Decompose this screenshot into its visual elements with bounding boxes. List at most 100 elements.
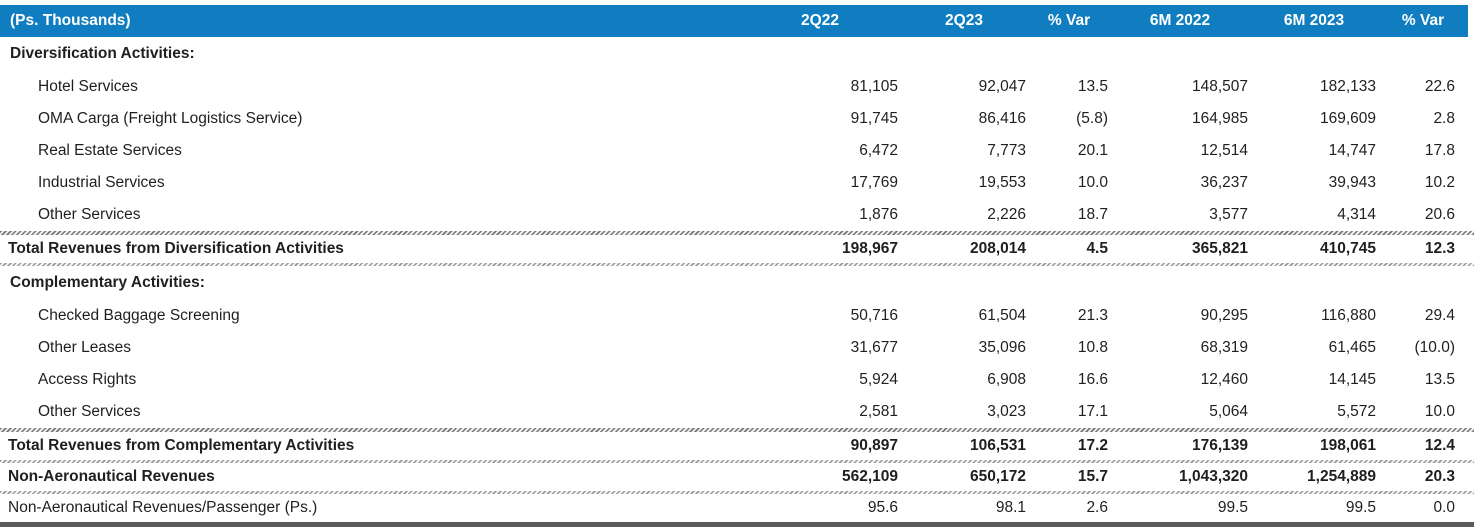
cell-pct-var-6m: 13.5: [1424, 371, 1455, 388]
cell-pct-var-6m: 0.0: [1433, 499, 1455, 516]
cell-2q23: 92,047: [978, 78, 1026, 95]
cell-6m-2023: 169,609: [1319, 110, 1376, 127]
cell-pct-var-6m: 22.6: [1424, 78, 1455, 95]
cell-pct-var-quarter: 2.6: [1086, 499, 1108, 516]
cell-6m-2023: 198,061: [1319, 437, 1376, 454]
cell-pct-var-quarter: 10.0: [1077, 174, 1108, 191]
cell-pct-var-6m: (10.0): [1414, 339, 1456, 356]
cell-6m-2022: 12,460: [1200, 371, 1248, 388]
row-label: Other Leases: [38, 339, 132, 356]
table-bottom-rule: [0, 522, 1474, 527]
cell-pct-var-quarter: 15.7: [1077, 468, 1108, 485]
cell-pct-var-quarter: 10.8: [1077, 339, 1108, 356]
cell-2q22: 1,876: [859, 206, 898, 223]
row-label: Real Estate Services: [38, 142, 182, 159]
cell-pct-var-6m: 17.8: [1424, 142, 1455, 159]
cell-2q22: 50,716: [850, 307, 898, 324]
cell-6m-2022: 68,319: [1200, 339, 1248, 356]
cell-6m-2023: 1,254,889: [1307, 468, 1376, 485]
units-label: (Ps. Thousands): [10, 12, 131, 29]
cell-pct-var-quarter: 20.1: [1077, 142, 1108, 159]
row-label: Hotel Services: [38, 78, 138, 95]
cell-pct-var-6m: 20.6: [1424, 206, 1455, 223]
cell-2q23: 61,504: [978, 307, 1026, 324]
row-label: Industrial Services: [38, 174, 165, 191]
column-header-2q23: 2Q23: [945, 12, 983, 29]
column-header-2q22: 2Q22: [801, 12, 839, 29]
cell-6m-2022: 176,139: [1191, 437, 1248, 454]
rule-thin: [0, 491, 1474, 494]
row-label: Access Rights: [38, 371, 137, 388]
cell-2q22: 31,677: [850, 339, 898, 356]
cell-2q22: 198,967: [841, 240, 898, 257]
cell-6m-2022: 36,237: [1200, 174, 1248, 191]
cell-pct-var-6m: 10.2: [1424, 174, 1455, 191]
cell-6m-2022: 164,985: [1191, 110, 1248, 127]
cell-2q22: 90,897: [850, 437, 898, 454]
cell-2q23: 3,023: [987, 403, 1026, 420]
cell-2q23: 86,416: [978, 110, 1026, 127]
table-header-row: (Ps. Thousands) 2Q22 2Q23 % Var 6M 2022 6M 2…: [0, 5, 1468, 37]
cell-2q22: 2,581: [859, 403, 898, 420]
cell-pct-var-quarter: (5.8): [1076, 110, 1108, 127]
cell-6m-2023: 182,133: [1319, 78, 1376, 95]
cell-pct-var-quarter: 4.5: [1086, 240, 1108, 257]
row-label: Checked Baggage Screening: [38, 307, 240, 324]
row-label: Diversification Activities:: [10, 45, 195, 62]
cell-6m-2022: 365,821: [1191, 240, 1248, 257]
cell-2q23: 6,908: [987, 371, 1026, 388]
cell-2q22: 562,109: [841, 468, 898, 485]
table-row: Real Estate Services 6,472 7,773 20.1 12,514…: [0, 135, 1474, 167]
cell-pct-var-quarter: 21.3: [1077, 307, 1108, 324]
row-label: Other Services: [38, 403, 141, 420]
cell-2q23: 2,226: [987, 206, 1026, 223]
cell-2q22: 95.6: [867, 499, 898, 516]
cell-pct-var-6m: 20.3: [1424, 468, 1455, 485]
table-row: Other Services 2,581 3,023 17.1 5,064 5,572 10…: [0, 396, 1474, 428]
row-label: Total Revenues from Diversification Acti…: [8, 240, 344, 257]
cell-2q23: 19,553: [978, 174, 1026, 191]
cell-2q23: 98.1: [995, 499, 1026, 516]
cell-2q22: 17,769: [850, 174, 898, 191]
cell-6m-2023: 4,314: [1337, 206, 1376, 223]
table-row: Complementary Activities:: [0, 266, 1474, 300]
cell-pct-var-quarter: 18.7: [1077, 206, 1108, 223]
cell-6m-2022: 148,507: [1191, 78, 1248, 95]
row-label: Total Revenues from Complementary Activi…: [8, 437, 355, 454]
row-label: Complementary Activities:: [10, 274, 205, 291]
cell-2q22: 91,745: [850, 110, 898, 127]
row-label: Other Services: [38, 206, 141, 223]
cell-6m-2023: 14,145: [1328, 371, 1376, 388]
table-row: Total Revenues from Diversification Acti…: [0, 235, 1474, 263]
cell-6m-2022: 5,064: [1209, 403, 1248, 420]
table-row: OMA Carga (Freight Logistics Service) 91,…: [0, 103, 1474, 135]
cell-6m-2022: 12,514: [1200, 142, 1248, 159]
table-row: Non-Aeronautical Revenues 562,109 650,172 1…: [0, 463, 1474, 491]
cell-pct-var-quarter: 13.5: [1077, 78, 1108, 95]
cell-6m-2023: 99.5: [1345, 499, 1376, 516]
table-row: Other Leases 31,677 35,096 10.8 68,319 61,465…: [0, 332, 1474, 364]
table-row: Diversification Activities:: [0, 37, 1474, 71]
column-header-pct-var-quarter: % Var: [1047, 12, 1091, 29]
cell-6m-2023: 39,943: [1328, 174, 1376, 191]
table-row: Industrial Services 17,769 19,553 10.0 36,23…: [0, 167, 1474, 199]
column-header-pct-var-6m: % Var: [1401, 12, 1445, 29]
cell-2q22: 5,924: [859, 371, 898, 388]
cell-pct-var-6m: 12.4: [1424, 437, 1455, 454]
table-row: Hotel Services 81,105 92,047 13.5 148,507 182…: [0, 71, 1474, 103]
cell-6m-2022: 90,295: [1200, 307, 1248, 324]
table-row: Access Rights 5,924 6,908 16.6 12,460 14,145 1…: [0, 364, 1474, 396]
column-header-6m-2023: 6M 2023: [1283, 12, 1345, 29]
row-label: OMA Carga (Freight Logistics Service): [38, 110, 303, 127]
cell-2q23: 7,773: [987, 142, 1026, 159]
cell-6m-2023: 410,745: [1319, 240, 1376, 257]
table-row: Other Services 1,876 2,226 18.7 3,577 4,314 20…: [0, 199, 1474, 231]
cell-6m-2023: 116,880: [1321, 307, 1376, 324]
cell-6m-2022: 3,577: [1209, 206, 1248, 223]
cell-pct-var-quarter: 17.1: [1077, 403, 1108, 420]
cell-2q23: 650,172: [969, 468, 1026, 485]
cell-pct-var-quarter: 17.2: [1077, 437, 1108, 454]
table-row: Total Revenues from Complementary Activi…: [0, 432, 1474, 460]
cell-pct-var-6m: 2.8: [1433, 110, 1455, 127]
